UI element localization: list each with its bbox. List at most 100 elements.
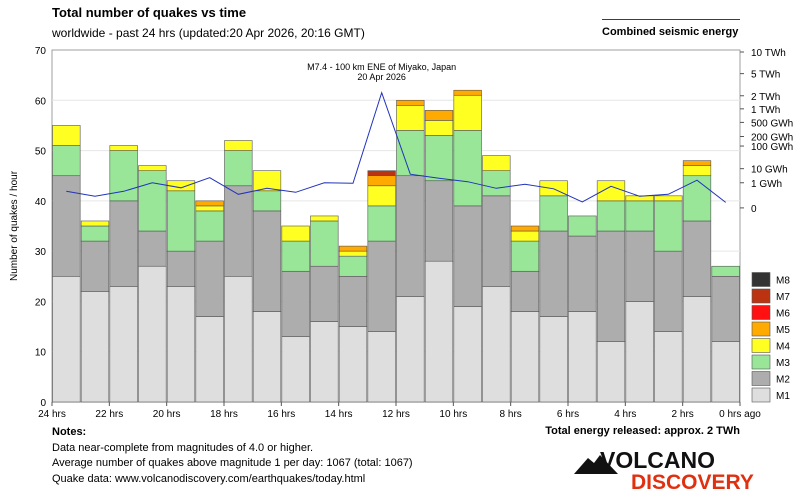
bar-segment-m1	[367, 331, 396, 403]
bar-segment-m3	[682, 175, 712, 222]
bar-segment-m4	[224, 140, 253, 151]
energy-line	[66, 91, 727, 203]
bar-segment-m3	[138, 170, 167, 232]
bar-segment-m2	[338, 275, 368, 327]
bar-segment-m1	[109, 286, 138, 403]
bar-stack	[52, 89, 740, 403]
bar-segment-m2	[138, 230, 167, 267]
right-axis-label: 0	[751, 204, 757, 215]
bar-segment-m3	[310, 220, 339, 267]
bar-segment-m4	[109, 145, 138, 151]
annotation-line2: 20 Apr 2026	[357, 72, 406, 82]
bar-segment-m1	[654, 331, 683, 403]
axes: 0 10 20 30 40 50 60 70 24 hrs 22 hrs 20 hrs 18 hrs 1…	[35, 46, 793, 420]
bar-segment-m1	[224, 275, 253, 403]
bar-segment-m1	[338, 326, 368, 403]
volcano-logo-icon	[574, 455, 618, 474]
bar-segment-m3	[711, 265, 740, 277]
bar-segment-m2	[539, 230, 568, 317]
bar-segment-m2	[711, 275, 740, 342]
bar-segment-m2	[482, 195, 511, 287]
magnitude-legend: M8 M7 M6 M5 M4 M3 M2 M1	[751, 272, 790, 403]
bar-segment-m2	[252, 210, 282, 312]
bar-segment-m4	[682, 165, 712, 177]
bar-segment-m1	[424, 260, 454, 403]
gridlines	[52, 99, 740, 353]
x-tick-label: 8 hrs	[500, 409, 522, 420]
plot-area	[51, 49, 741, 403]
x-tick-label: 24 hrs	[38, 409, 66, 420]
bar-segment-m2	[367, 240, 396, 332]
chart-subtitle: worldwide - past 24 hrs (updated:20 Apr …	[52, 26, 365, 40]
x-tick-label: 12 hrs	[382, 409, 410, 420]
energy-series	[66, 91, 727, 203]
legend-label-m3: M3	[776, 358, 790, 369]
logo-line2: DISCOVERY	[631, 471, 754, 492]
bar-segment-m5	[338, 245, 368, 252]
legend-swatch-m1	[751, 387, 771, 403]
right-axis-label: 1 GWh	[751, 179, 782, 190]
right-axis-label: 1 TWh	[751, 105, 780, 116]
bar-segment-m2	[453, 205, 482, 307]
energy-legend-line	[602, 19, 740, 20]
bar-segment-m1	[625, 301, 654, 403]
bar-segment-m5	[367, 175, 396, 187]
bar-segment-m2	[166, 250, 196, 287]
bar-segment-m4	[310, 215, 339, 222]
annotation-line1: M7.4 - 100 km ENE of Miyako, Japan	[307, 62, 456, 72]
bar-segment-m2	[281, 270, 310, 337]
energy-legend-label: Combined seismic energy	[602, 26, 739, 38]
bar-segment-m3	[195, 210, 224, 242]
legend-label-m1: M1	[776, 391, 790, 402]
bar-segment-m2	[424, 180, 454, 262]
note-line: Quake data: www.volcanodiscovery.com/ear…	[52, 472, 366, 485]
legend-label-m2: M2	[776, 375, 790, 386]
bar-segment-m2	[109, 200, 138, 287]
bar-segment-m4	[510, 230, 540, 242]
note-line: Average number of quakes above magnitude…	[52, 457, 413, 469]
y-tick-label: 30	[35, 247, 47, 258]
bar-segment-m3	[625, 200, 654, 232]
bar-segment-m4	[138, 165, 167, 171]
bar-segment-m5	[510, 225, 540, 232]
x-tick-label: 14 hrs	[325, 409, 353, 420]
bar-segment-m4	[453, 94, 482, 131]
bar-segment-m2	[224, 185, 253, 277]
bar-segment-m2	[52, 175, 81, 277]
total-energy: Total energy released: approx. 2 TWh	[545, 425, 740, 437]
bar-segment-m4	[252, 170, 282, 192]
right-axis-label: 200 GWh	[751, 132, 793, 143]
bar-segment-m5	[424, 110, 454, 121]
legend-swatch-m7	[751, 288, 771, 304]
bar-segment-m1	[138, 265, 167, 403]
bar-segment-m3	[367, 205, 396, 242]
legend-label-m5: M5	[776, 325, 790, 336]
x-tick-label: 18 hrs	[210, 409, 238, 420]
bar-segment-m3	[510, 240, 540, 272]
x-tick-label: 4 hrs	[614, 409, 636, 420]
bar-segment-m5	[453, 89, 482, 96]
bar-segment-m3	[596, 200, 626, 232]
bar-segment-m4	[367, 185, 396, 207]
bar-segment-m3	[654, 200, 683, 252]
y-tick-label: 60	[35, 96, 47, 107]
bar-segment-m2	[396, 175, 425, 297]
bar-segment-m7	[367, 170, 396, 177]
bar-segment-m3	[568, 215, 597, 237]
bar-segment-m1	[453, 306, 482, 403]
bar-segment-m2	[80, 240, 110, 292]
bar-segment-m4	[596, 180, 626, 202]
legend-swatch-m3	[751, 354, 771, 370]
y-tick-label: 70	[35, 46, 47, 57]
right-axis-label: 100 GWh	[751, 142, 793, 153]
notes: Notes: Data near-complete from magnitude…	[52, 425, 413, 487]
right-axis-label: 500 GWh	[751, 118, 793, 129]
bar-segment-m3	[453, 130, 482, 207]
legend-swatch-m4	[751, 338, 771, 353]
y-tick-label: 40	[35, 197, 47, 208]
y-tick-label: 10	[35, 348, 47, 359]
legend-label-m8: M8	[776, 276, 790, 287]
note-line: Data near-complete from magnitudes of 4.…	[52, 441, 314, 454]
